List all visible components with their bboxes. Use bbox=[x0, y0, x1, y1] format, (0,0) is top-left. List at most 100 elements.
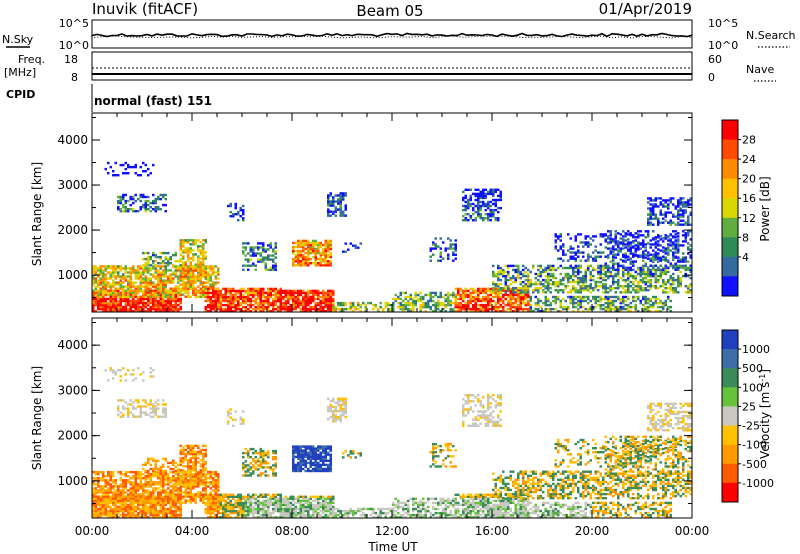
heatmap-cell bbox=[412, 299, 415, 303]
heatmap-cell bbox=[174, 275, 177, 278]
heatmap-cell bbox=[609, 295, 612, 299]
heatmap-cell bbox=[559, 272, 562, 276]
heatmap-cell bbox=[507, 272, 510, 276]
heatmap-cell bbox=[649, 278, 652, 282]
heatmap-cell bbox=[154, 199, 157, 203]
heatmap-cell bbox=[624, 278, 627, 282]
heatmap-cell bbox=[454, 287, 457, 291]
heatmap-cell bbox=[302, 303, 305, 307]
heatmap-cell bbox=[469, 299, 472, 303]
heatmap-cell bbox=[579, 259, 582, 262]
heatmap-cell bbox=[482, 287, 485, 291]
heatmap-cell bbox=[122, 489, 125, 492]
heatmap-cell bbox=[97, 511, 100, 515]
heatmap-cell bbox=[97, 293, 100, 296]
heatmap-cell bbox=[259, 291, 262, 295]
heatmap-cell bbox=[662, 268, 665, 271]
heatmap-cell bbox=[324, 241, 327, 245]
heatmap-cell bbox=[209, 297, 212, 301]
heatmap-cell bbox=[627, 305, 630, 309]
heatmap-cell bbox=[557, 310, 560, 313]
heatmap-cell bbox=[514, 307, 517, 311]
heatmap-cell bbox=[114, 489, 117, 492]
heatmap-cell bbox=[149, 283, 152, 286]
heatmap-cell bbox=[544, 287, 547, 290]
heatmap-cell bbox=[269, 310, 272, 313]
heatmap-cell bbox=[609, 241, 612, 244]
heatmap-cell bbox=[547, 287, 550, 290]
heatmap-cell bbox=[182, 241, 185, 244]
heatmap-cell bbox=[132, 495, 135, 498]
heatmap-cell bbox=[447, 253, 450, 256]
heatmap-cell bbox=[649, 207, 652, 210]
heatmap-cell bbox=[499, 268, 502, 272]
heatmap-cell bbox=[682, 215, 685, 218]
heatmap-cell bbox=[162, 262, 165, 265]
heatmap-cell bbox=[499, 198, 502, 202]
heatmap-cell bbox=[119, 479, 122, 482]
heatmap-cell bbox=[487, 206, 490, 210]
heatmap-cell bbox=[607, 310, 610, 313]
heatmap-cell bbox=[192, 275, 195, 278]
heatmap-cell bbox=[604, 310, 607, 313]
heatmap-cell bbox=[514, 299, 517, 303]
heatmap-cell bbox=[547, 280, 550, 284]
heatmap-cell bbox=[134, 513, 137, 517]
heatmap-cell bbox=[317, 249, 320, 253]
heatmap-cell bbox=[304, 299, 307, 303]
heatmap-cell bbox=[244, 254, 247, 257]
heatmap-cell bbox=[682, 213, 685, 216]
heatmap-cell bbox=[307, 258, 310, 261]
heatmap-cell bbox=[157, 277, 160, 280]
heatmap-cell bbox=[572, 280, 575, 284]
heatmap-cell bbox=[249, 254, 252, 257]
heatmap-cell bbox=[299, 249, 302, 253]
heatmap-cell bbox=[309, 307, 312, 311]
heatmap-cell bbox=[494, 289, 497, 293]
heatmap-cell bbox=[204, 295, 207, 299]
heatmap-cell bbox=[459, 287, 462, 291]
heatmap-cell bbox=[214, 283, 217, 286]
heatmap-cell bbox=[127, 281, 130, 284]
heatmap-cell bbox=[92, 491, 95, 494]
heatmap-cell bbox=[244, 301, 247, 305]
heatmap-cell bbox=[117, 289, 120, 293]
heatmap-cell bbox=[194, 281, 197, 284]
heatmap-cell bbox=[634, 236, 637, 239]
heatmap-cell bbox=[97, 495, 100, 498]
heatmap-cell bbox=[134, 497, 137, 500]
heatmap-cell bbox=[467, 204, 470, 208]
heatmap-cell bbox=[202, 295, 205, 298]
heatmap-cell bbox=[339, 198, 342, 201]
heatmap-cell bbox=[107, 310, 110, 313]
heatmap-cell bbox=[574, 301, 577, 305]
heatmap-cell bbox=[187, 241, 190, 244]
heatmap-cell bbox=[182, 249, 185, 252]
heatmap-cell bbox=[682, 266, 685, 270]
heatmap-cell bbox=[162, 275, 165, 278]
heatmap-cell bbox=[632, 297, 635, 301]
heatmap-cell bbox=[292, 247, 295, 251]
heatmap-cell bbox=[569, 264, 572, 268]
heatmap-cell bbox=[184, 265, 187, 268]
heatmap-cell bbox=[682, 230, 685, 233]
heatmap-cell bbox=[604, 305, 607, 309]
heatmap-cell bbox=[102, 287, 105, 290]
heatmap-cell bbox=[124, 307, 127, 311]
heatmap-cell bbox=[162, 279, 165, 282]
freq-panel: Freq. [MHz] 18 8 60 0 Nave bbox=[4, 51, 776, 84]
heatmap-cell bbox=[527, 280, 530, 284]
heatmap-cell bbox=[234, 305, 237, 309]
heatmap-cell bbox=[617, 310, 620, 313]
heatmap-cell bbox=[634, 270, 637, 274]
heatmap-cell bbox=[99, 279, 102, 282]
heatmap-cell bbox=[679, 276, 682, 280]
heatmap-cell bbox=[127, 479, 130, 482]
heatmap-cell bbox=[154, 287, 157, 290]
heatmap-cell bbox=[147, 203, 150, 207]
heatmap-cell bbox=[477, 295, 480, 299]
heatmap-cell bbox=[684, 203, 687, 206]
heatmap-cell bbox=[654, 285, 657, 288]
heatmap-cell bbox=[634, 291, 637, 294]
heatmap-cell bbox=[412, 307, 415, 311]
